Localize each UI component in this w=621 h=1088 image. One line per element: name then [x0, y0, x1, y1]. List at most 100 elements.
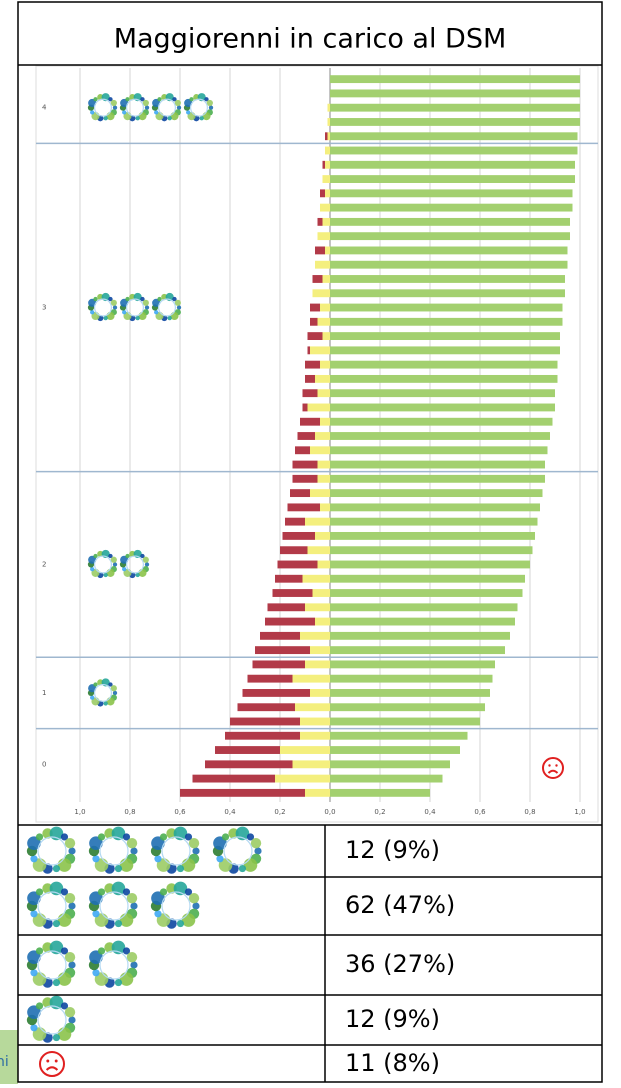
panel-label: 3 — [42, 304, 46, 312]
icon-dot — [122, 110, 127, 115]
bar — [315, 617, 330, 626]
icon — [150, 881, 200, 929]
table-cell: 36 (27%) — [345, 950, 455, 978]
panel-label: 2 — [42, 560, 46, 568]
bar — [252, 660, 305, 669]
icon-dot — [90, 110, 95, 115]
icon-ring — [37, 891, 67, 921]
bar — [322, 175, 330, 183]
icon-dot — [126, 837, 138, 849]
table-borders — [17, 1, 603, 1083]
icon — [151, 292, 182, 322]
bar — [237, 703, 295, 712]
icon-dot — [159, 833, 168, 841]
icon-dot — [166, 883, 177, 894]
bar — [330, 160, 575, 169]
icon-dot — [110, 99, 117, 107]
bar — [330, 646, 505, 655]
icon-dot — [108, 97, 113, 102]
icon-dot — [114, 864, 123, 873]
x-tick-label: 0,2 — [274, 808, 285, 816]
icon-dot — [108, 682, 113, 687]
bar — [330, 474, 545, 483]
icon — [88, 881, 138, 929]
icons — [26, 93, 564, 1077]
icon-dot — [142, 99, 149, 107]
icon-ring — [158, 98, 177, 117]
icon-dot — [140, 97, 145, 102]
icon-dot — [30, 910, 38, 918]
icon-dot — [92, 910, 100, 918]
bar — [265, 617, 315, 626]
icon-ring — [99, 950, 129, 980]
icon — [87, 678, 118, 707]
sad-face-mouth — [547, 769, 559, 774]
icon-dot — [208, 105, 214, 110]
icon-dot — [125, 296, 130, 302]
bar — [292, 760, 330, 769]
bar — [292, 474, 318, 483]
icon-dot — [35, 1002, 44, 1010]
bar — [290, 489, 310, 498]
bar — [277, 560, 318, 569]
bar — [320, 189, 325, 198]
icon-dot — [103, 315, 108, 321]
icon-dot — [30, 1024, 38, 1032]
bar — [330, 517, 538, 526]
icon-ring — [223, 836, 253, 866]
bar — [330, 417, 553, 426]
icon-dot — [193, 94, 200, 101]
x-tick-label: 0,0 — [324, 808, 335, 816]
icon-dot — [68, 902, 76, 910]
icon-dot — [129, 94, 136, 101]
bar — [267, 603, 305, 612]
bar — [322, 160, 325, 169]
icon-dot — [129, 293, 136, 301]
icon-dot — [184, 888, 193, 896]
bar — [330, 503, 540, 512]
bar — [330, 432, 550, 440]
icon-dot — [144, 562, 150, 567]
bar — [330, 703, 485, 712]
bar — [330, 189, 573, 198]
bar — [292, 460, 318, 469]
icon-dot — [92, 969, 100, 977]
bar — [315, 374, 330, 383]
icon-dot — [97, 679, 104, 686]
bar — [330, 146, 578, 155]
bar — [330, 260, 568, 269]
icon-dot — [97, 947, 106, 955]
bar — [327, 103, 330, 112]
icon-dot — [154, 310, 159, 315]
bar — [325, 189, 330, 198]
icon-dot — [126, 951, 138, 963]
bar — [330, 175, 575, 183]
icon-dot — [140, 553, 145, 559]
icon-dot — [42, 997, 53, 1008]
icon-dot — [93, 682, 98, 687]
sad-face-mouth — [45, 1066, 59, 1071]
bar — [230, 717, 300, 726]
icon-dot — [122, 888, 131, 896]
icon — [26, 826, 76, 874]
icon-dot — [122, 833, 131, 841]
icon-dot — [122, 566, 127, 572]
bar — [325, 160, 330, 169]
bar — [315, 432, 330, 440]
icon-dot — [176, 105, 182, 110]
bar — [275, 774, 330, 783]
x-tick-label: 0,6 — [474, 808, 486, 816]
icon-ring — [93, 555, 112, 574]
icon-dot — [52, 864, 61, 873]
bar — [330, 689, 490, 697]
icon — [119, 93, 150, 122]
bar — [247, 674, 293, 683]
icon-dot — [60, 888, 69, 896]
icon-dot — [204, 97, 209, 102]
bar — [255, 646, 310, 655]
icon-dot — [52, 978, 61, 987]
icon-dot — [174, 299, 181, 306]
table-cell: 62 (47%) — [345, 891, 455, 919]
icon-dot — [104, 883, 115, 894]
icon-ring — [161, 891, 191, 921]
